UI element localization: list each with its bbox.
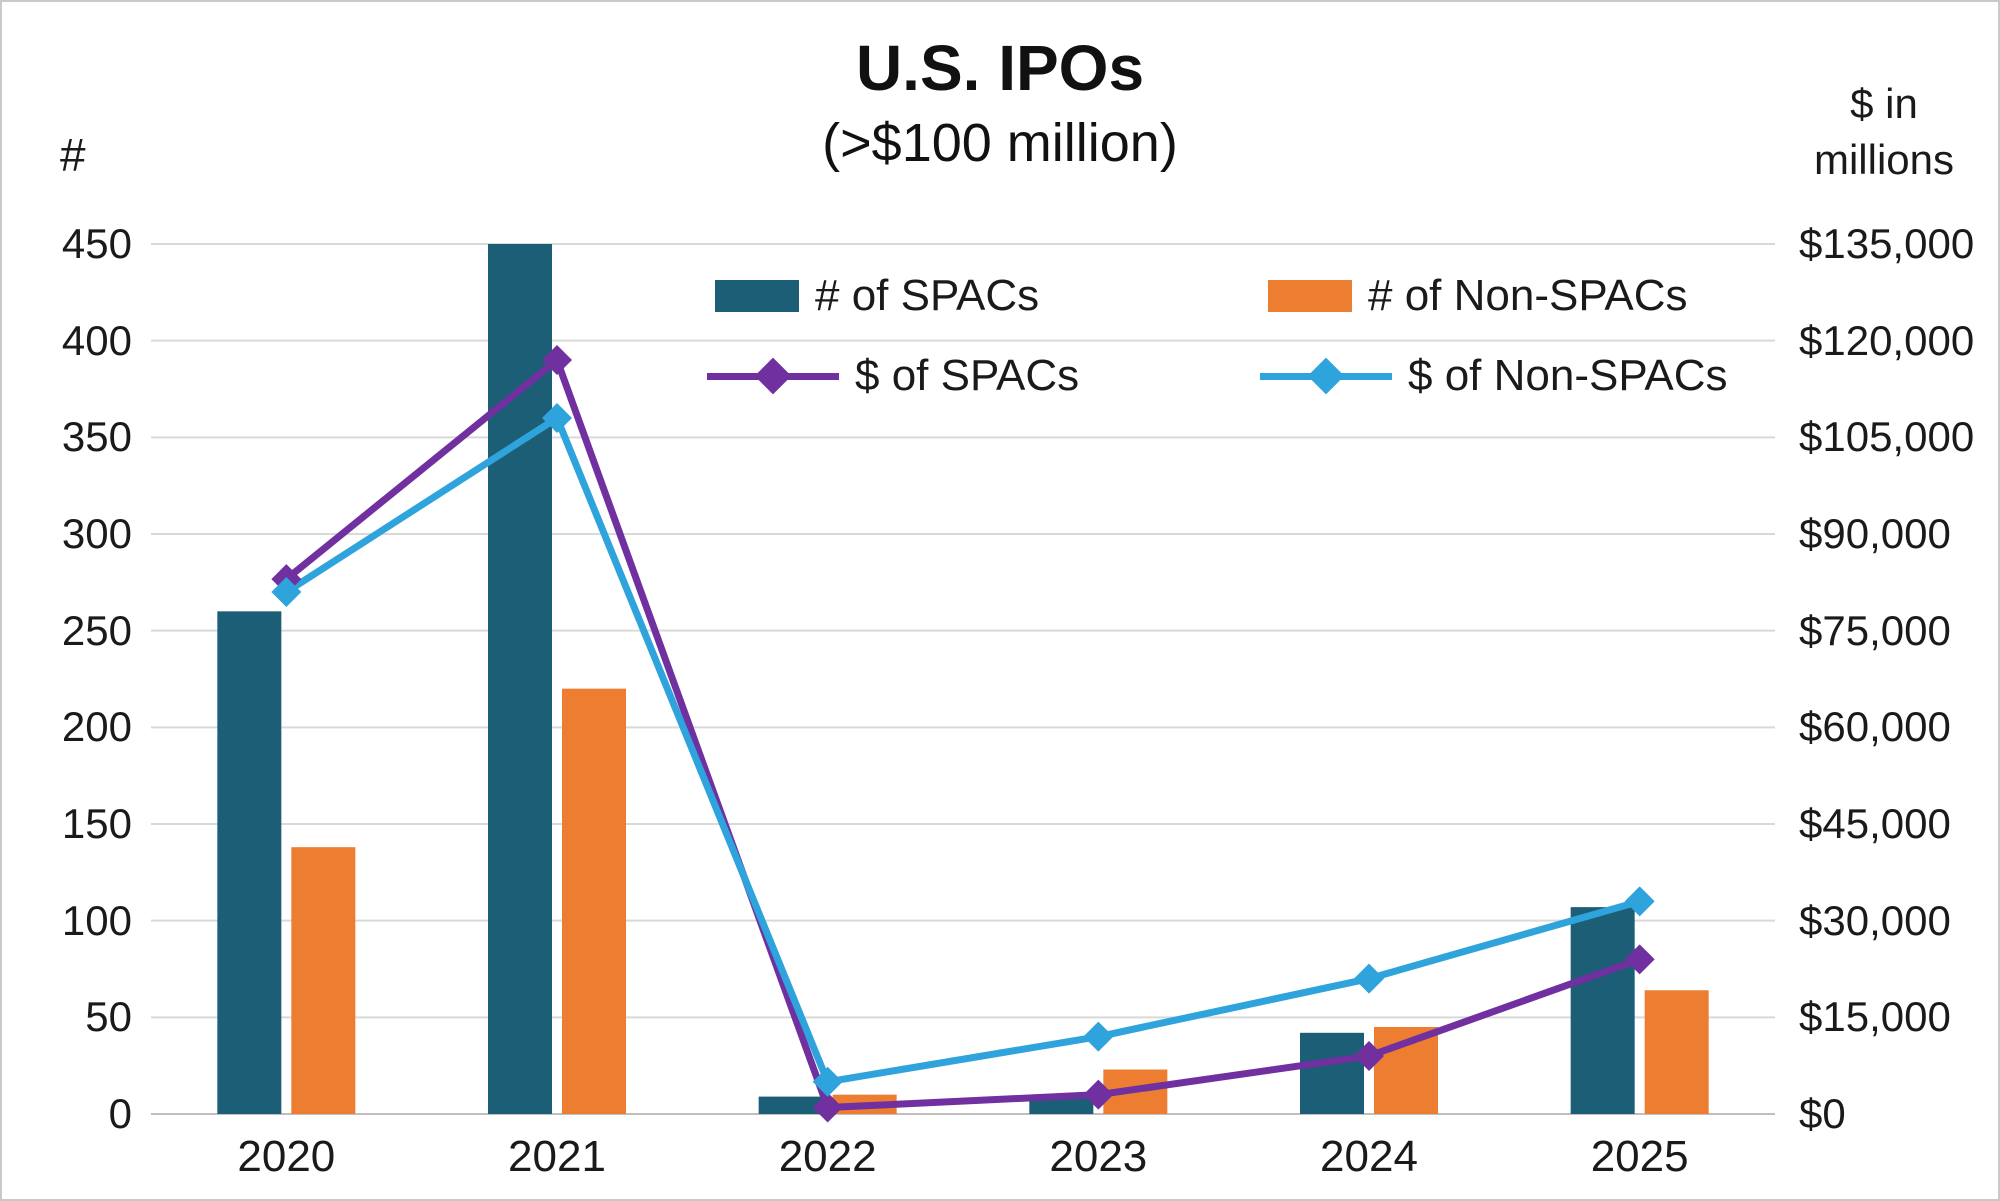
left-axis-tick-label: 0	[108, 1090, 132, 1137]
left-axis-unit-label: #	[60, 129, 86, 181]
legend-swatch-dollar-nonspacs-icon	[1260, 357, 1392, 395]
dollar-marker-icon	[1624, 944, 1655, 975]
dollar-marker-icon	[1624, 886, 1655, 917]
dollar-marker-icon	[812, 1066, 843, 1097]
dollar-line	[282, 414, 1644, 1086]
legend-label-count-nonspacs: # of Non-SPACs	[1368, 271, 1688, 320]
legend-item-count-nonspacs: # of Non-SPACs	[1268, 270, 1688, 322]
left-axis-tick-label: 100	[61, 896, 132, 944]
dollar-marker-icon	[271, 577, 302, 607]
chart-title: U.S. IPOs	[855, 32, 1145, 104]
legend-item-dollar-spacs: $ of SPACs	[707, 350, 1079, 402]
dollar-marker-icon	[1354, 963, 1384, 994]
legend-label-count-spacs: # of SPACs	[815, 271, 1040, 320]
x-axis-label: 2021	[508, 1132, 606, 1181]
dollar-marker-icon	[812, 1092, 843, 1123]
dollar-marker-icon	[542, 345, 572, 375]
left-axis-tick-label: 450	[61, 220, 132, 267]
left-axis-tick-label: 50	[85, 993, 132, 1041]
legend-swatch-count-nonspacs-icon	[1268, 280, 1352, 312]
legend-diamond-marker-icon	[1307, 357, 1345, 395]
right-axis-tick-label: $0	[1799, 1090, 1846, 1137]
count-bar	[758, 1096, 823, 1114]
right-axis-tick-label: $60,000	[1799, 703, 1951, 751]
legend-label-dollar-nonspacs: $ of Non-SPACs	[1408, 351, 1728, 400]
left-axis-tick-label: 400	[61, 316, 132, 364]
count-bar	[291, 847, 356, 1114]
count-bar	[217, 611, 282, 1114]
chart-subtitle: (>$100 million)	[822, 113, 1178, 173]
count-bar	[1570, 907, 1635, 1114]
x-axis-label: 2023	[1049, 1132, 1148, 1181]
dollar-marker-icon	[542, 403, 572, 433]
left-axis-tick-label: 150	[61, 800, 132, 847]
left-axis-tick-label: 250	[61, 606, 132, 654]
title-block: U.S. IPOs (>$100 million)	[2, 28, 1998, 178]
x-axis-label: 2020	[237, 1132, 336, 1181]
legend-item-dollar-nonspacs: $ of Non-SPACs	[1260, 350, 1728, 402]
right-axis-tick-label: $75,000	[1799, 606, 1951, 654]
dollar-marker-icon	[1083, 1079, 1114, 1110]
legend-label-dollar-spacs: $ of SPACs	[855, 351, 1080, 400]
right-axis-unit-label: $ in millions	[1813, 80, 1955, 183]
x-axis-label: 2022	[778, 1132, 877, 1181]
count-bar	[1300, 1032, 1364, 1114]
right-axis-tick-label: $30,000	[1799, 896, 1951, 944]
right-axis-tick-label: $120,000	[1799, 316, 1975, 364]
left-axis-tick-label: 350	[61, 413, 132, 461]
legend-swatch-count-spacs-icon	[715, 280, 799, 312]
right-axis-tick-label: $105,000	[1799, 413, 1975, 461]
dollar-marker-icon	[1083, 1021, 1114, 1052]
dollar-marker-icon	[1354, 1041, 1384, 1071]
left-axis-tick-label: 300	[61, 510, 132, 557]
x-axis-label: 2024	[1320, 1132, 1418, 1181]
right-axis-tick-label: $15,000	[1799, 993, 1951, 1041]
right-axis-tick-label: $45,000	[1799, 800, 1951, 847]
legend-swatch-dollar-spacs-icon	[707, 357, 839, 395]
legend-diamond-marker-icon	[754, 357, 792, 395]
x-axis-label: 2025	[1590, 1132, 1689, 1181]
dollar-line	[282, 356, 1644, 1112]
right-axis-tick-label: $90,000	[1799, 510, 1951, 557]
count-bar	[562, 688, 626, 1114]
count-bar	[1644, 990, 1709, 1114]
left-axis-tick-label: 200	[61, 703, 132, 751]
legend-item-count-spacs: # of SPACs	[715, 270, 1039, 322]
right-axis-tick-label: $135,000	[1799, 220, 1975, 267]
